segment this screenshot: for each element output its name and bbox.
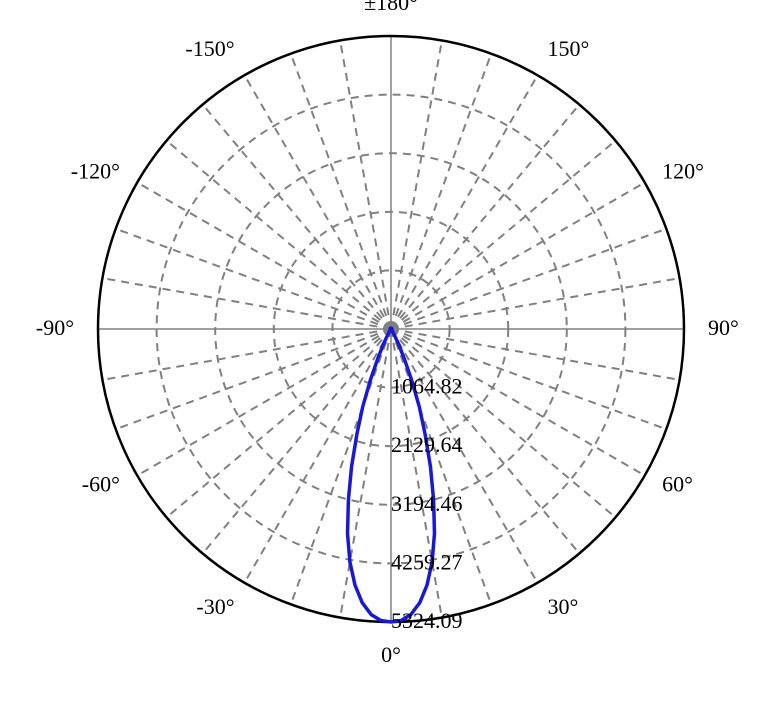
angle-label: ±180° [364, 0, 418, 15]
ring-label: 3194.46 [391, 491, 463, 516]
angle-label: -120° [71, 159, 120, 184]
angle-label: 30° [548, 594, 579, 619]
angle-label: 90° [708, 315, 739, 340]
angle-label: 60° [662, 472, 693, 497]
ring-label: 4259.27 [391, 549, 463, 574]
angle-label: 150° [548, 36, 590, 61]
angle-label: -150° [185, 36, 234, 61]
angle-label: -60° [82, 472, 120, 497]
ring-label: 5324.09 [391, 608, 463, 633]
angle-label: 120° [662, 159, 704, 184]
angle-label: -30° [196, 594, 234, 619]
ring-label: 2129.64 [391, 432, 463, 457]
ring-label: 1064.82 [391, 374, 463, 399]
angle-label: 0° [381, 642, 401, 667]
angle-label: -90° [36, 315, 74, 340]
polar-chart: 1064.82 2129.64 3194.46 4259.27 5324.09 ±180°… [0, 0, 783, 711]
